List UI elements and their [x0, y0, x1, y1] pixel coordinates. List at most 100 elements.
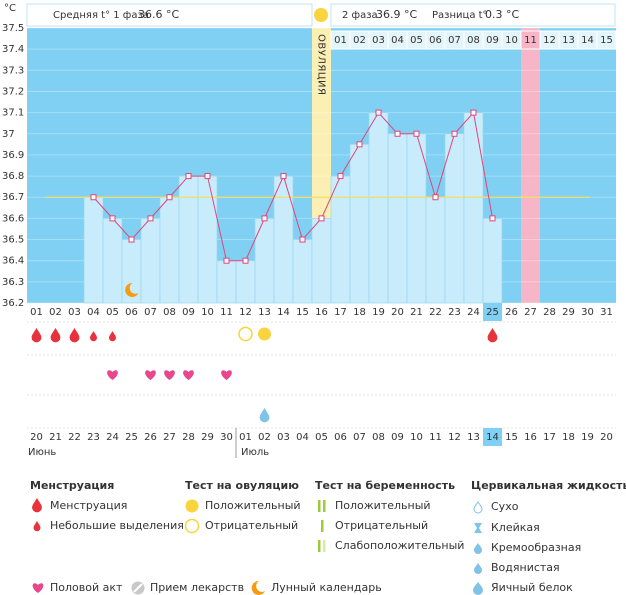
legend-title: Тест на овуляцию	[185, 479, 299, 492]
temperature-bar	[330, 175, 351, 304]
phase2-day: 14	[581, 35, 594, 46]
temperature-bar	[311, 218, 332, 304]
ovulation-test-positive	[258, 327, 271, 341]
x-tick-label: 06	[125, 307, 138, 318]
temperature-bar	[444, 133, 465, 304]
header-box	[330, 3, 616, 27]
phase1-value: 36.6 °C	[138, 8, 179, 21]
date-label: 30	[220, 432, 233, 443]
x-tick-label: 24	[467, 307, 480, 318]
y-tick-label: 37.3	[2, 65, 24, 76]
legend-item: Отрицательный	[335, 519, 428, 532]
phase2-day: 15	[600, 35, 613, 46]
intercourse-icon	[107, 370, 118, 380]
temperature-point	[375, 109, 382, 116]
y-tick-label: 37.4	[2, 44, 24, 55]
temperature-point	[432, 194, 439, 201]
legend-item: Яичный белок	[491, 581, 573, 594]
temperature-point	[242, 257, 249, 264]
x-tick-label: 19	[372, 307, 385, 318]
phase2-label: 2 фаза	[342, 10, 378, 21]
legend-item: Лунный календарь	[271, 581, 382, 594]
temperature-bar	[425, 196, 446, 304]
ovulation-icon	[314, 8, 328, 22]
x-tick-label: 23	[448, 307, 461, 318]
y-tick-label: 37	[2, 129, 15, 140]
x-tick-label: 01	[30, 307, 43, 318]
temperature-bar	[368, 112, 389, 304]
date-label: 22	[68, 432, 81, 443]
intercourse-icon	[164, 370, 175, 380]
date-label: 27	[163, 432, 176, 443]
date-label: 18	[562, 432, 575, 443]
legend-icon	[474, 523, 482, 533]
date-label: 14	[486, 432, 499, 443]
legend-item: Водянистая	[491, 561, 560, 574]
temperature-bar	[178, 175, 199, 304]
menstruation-icon	[31, 328, 42, 343]
x-tick-label: 18	[353, 307, 366, 318]
legend-icon	[318, 500, 321, 512]
y-tick-label: 36.8	[2, 171, 24, 182]
x-tick-label: 02	[49, 307, 62, 318]
legend-icon	[33, 521, 41, 532]
x-tick-label: 11	[220, 307, 233, 318]
date-label: 19	[581, 432, 594, 443]
temperature-bar	[349, 143, 370, 304]
y-tick-label: 36.5	[2, 235, 24, 246]
x-tick-label: 16	[315, 307, 328, 318]
date-label: 04	[296, 432, 309, 443]
x-tick-label: 09	[182, 307, 195, 318]
legend-icon	[473, 582, 483, 595]
legend-icon	[473, 501, 483, 514]
month-label: Июнь	[28, 447, 56, 458]
current-day-box	[483, 303, 502, 321]
intercourse-icon	[145, 370, 156, 380]
y-tick-label: 36.7	[2, 192, 24, 203]
temperature-bar	[197, 175, 218, 304]
temperature-point	[109, 215, 116, 222]
legend-item: Сухо	[491, 500, 519, 513]
temperature-bar	[254, 218, 275, 304]
y-tick-label: 36.6	[2, 213, 24, 224]
x-tick-label: 31	[600, 307, 613, 318]
date-label: 13	[467, 432, 480, 443]
date-label: 08	[372, 432, 385, 443]
date-label: 01	[239, 432, 252, 443]
x-tick-label: 04	[87, 307, 100, 318]
x-tick-label: 07	[144, 307, 157, 318]
legend-item: Кремообразная	[491, 541, 581, 554]
temperature-point	[470, 109, 477, 116]
x-tick-label: 27	[524, 307, 537, 318]
x-tick-label: 15	[296, 307, 309, 318]
x-tick-label: 05	[106, 307, 119, 318]
temperature-point	[280, 173, 287, 180]
x-tick-label: 29	[562, 307, 575, 318]
legend-icon	[321, 520, 324, 532]
expected-period-column	[521, 28, 540, 303]
x-tick-label: 03	[68, 307, 81, 318]
legend-title: Цервикальная жидкость	[471, 479, 626, 492]
date-label: 15	[505, 432, 518, 443]
x-tick-label: 17	[334, 307, 347, 318]
temperature-bar	[273, 175, 294, 304]
phase2-day: 09	[486, 35, 499, 46]
date-label: 26	[144, 432, 157, 443]
temperature-bar	[159, 196, 180, 304]
legend: Менструация Менструация Небольшие выделе…	[30, 479, 626, 595]
x-tick-label: 08	[163, 307, 176, 318]
date-label: 05	[315, 432, 328, 443]
temperature-point	[261, 215, 268, 222]
temperature-bar	[482, 218, 503, 304]
legend-icon	[185, 499, 199, 513]
legend-icon	[318, 540, 321, 552]
date-label: 02	[258, 432, 271, 443]
phase2-value: 36.9 °C	[376, 8, 417, 21]
legend-icon	[32, 498, 42, 513]
temperature-bar	[463, 112, 484, 304]
x-tick-label: 10	[201, 307, 214, 318]
phase2-day: 08	[467, 35, 480, 46]
y-tick-label: 37.5	[2, 23, 24, 34]
temperature-bar	[235, 260, 256, 304]
temperature-bar	[292, 239, 313, 304]
